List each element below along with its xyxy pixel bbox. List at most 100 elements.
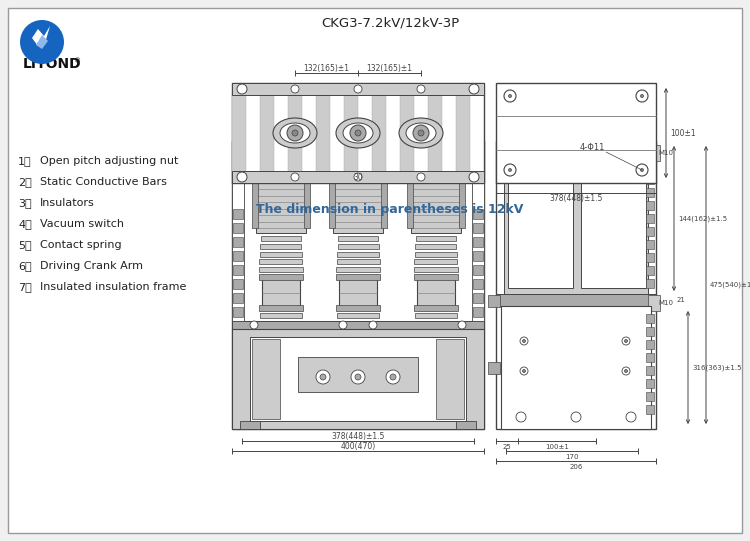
- Circle shape: [458, 321, 466, 329]
- Bar: [372, 91, 386, 175]
- Bar: [473, 209, 483, 219]
- Circle shape: [354, 85, 362, 93]
- Circle shape: [278, 155, 283, 159]
- Bar: [233, 307, 243, 317]
- Bar: [260, 328, 302, 333]
- Text: 100±1: 100±1: [670, 129, 696, 137]
- Text: 400(470): 400(470): [340, 441, 376, 451]
- Bar: [288, 91, 302, 175]
- Text: 2，: 2，: [18, 177, 32, 187]
- Bar: [646, 188, 654, 197]
- Bar: [646, 214, 654, 223]
- Circle shape: [625, 370, 628, 373]
- Circle shape: [354, 347, 362, 355]
- Bar: [413, 274, 458, 280]
- Circle shape: [509, 168, 512, 171]
- Bar: [344, 91, 358, 175]
- Circle shape: [516, 412, 526, 422]
- Bar: [415, 335, 457, 340]
- Circle shape: [418, 130, 424, 136]
- Bar: [646, 240, 654, 249]
- Bar: [646, 392, 654, 401]
- Bar: [338, 236, 378, 241]
- Bar: [415, 328, 457, 333]
- Circle shape: [250, 321, 258, 329]
- Bar: [233, 237, 243, 247]
- Bar: [473, 223, 483, 233]
- Circle shape: [469, 172, 479, 182]
- Bar: [406, 173, 412, 228]
- Bar: [337, 328, 379, 333]
- Bar: [646, 379, 654, 388]
- Bar: [333, 168, 383, 233]
- Bar: [232, 171, 484, 183]
- Bar: [260, 243, 301, 249]
- Text: 100±1: 100±1: [545, 444, 568, 450]
- Bar: [473, 279, 483, 289]
- Circle shape: [469, 84, 479, 94]
- Circle shape: [275, 152, 286, 162]
- Bar: [260, 236, 301, 241]
- Bar: [250, 337, 466, 421]
- Bar: [316, 91, 330, 175]
- Circle shape: [277, 347, 284, 355]
- Bar: [646, 405, 654, 414]
- Bar: [488, 362, 500, 374]
- Ellipse shape: [336, 118, 380, 148]
- Circle shape: [417, 85, 425, 93]
- Circle shape: [386, 370, 400, 384]
- Text: 206: 206: [569, 464, 583, 470]
- Text: 132(165)±1: 132(165)±1: [304, 63, 350, 72]
- Bar: [256, 168, 305, 233]
- Bar: [259, 274, 302, 280]
- Bar: [646, 314, 654, 323]
- Circle shape: [413, 125, 429, 141]
- Circle shape: [292, 130, 298, 136]
- Circle shape: [509, 95, 512, 97]
- Bar: [472, 163, 484, 321]
- Circle shape: [431, 347, 439, 355]
- Circle shape: [291, 173, 299, 181]
- Bar: [339, 275, 377, 310]
- Bar: [646, 227, 654, 236]
- Text: 1: 1: [261, 122, 267, 131]
- Bar: [488, 295, 500, 307]
- Bar: [646, 279, 654, 288]
- Circle shape: [520, 367, 528, 375]
- Text: LIYOND: LIYOND: [22, 57, 81, 71]
- Ellipse shape: [343, 123, 373, 143]
- Circle shape: [571, 412, 581, 422]
- Bar: [473, 307, 483, 317]
- Bar: [416, 236, 455, 241]
- Bar: [646, 253, 654, 262]
- Circle shape: [287, 125, 303, 141]
- Bar: [436, 339, 464, 419]
- Bar: [257, 151, 304, 163]
- Text: 6: 6: [427, 122, 433, 131]
- Text: 7: 7: [518, 122, 524, 131]
- Bar: [260, 320, 302, 326]
- Bar: [415, 343, 457, 348]
- Bar: [298, 357, 418, 392]
- Bar: [337, 320, 379, 326]
- Text: Open pitch adjusting nut: Open pitch adjusting nut: [40, 156, 178, 166]
- Bar: [646, 175, 654, 184]
- Text: 6，: 6，: [18, 261, 32, 271]
- Circle shape: [625, 340, 628, 342]
- Bar: [232, 163, 244, 321]
- Circle shape: [351, 370, 365, 384]
- Circle shape: [622, 337, 630, 345]
- Circle shape: [523, 370, 526, 373]
- Text: 4，: 4，: [18, 219, 32, 229]
- Bar: [240, 421, 260, 429]
- Bar: [646, 366, 654, 375]
- Circle shape: [237, 172, 247, 182]
- Bar: [501, 306, 651, 429]
- Bar: [232, 141, 484, 429]
- Bar: [456, 91, 470, 175]
- Circle shape: [320, 374, 326, 380]
- Bar: [646, 266, 654, 275]
- Bar: [413, 151, 458, 163]
- Circle shape: [626, 412, 636, 422]
- Bar: [473, 293, 483, 303]
